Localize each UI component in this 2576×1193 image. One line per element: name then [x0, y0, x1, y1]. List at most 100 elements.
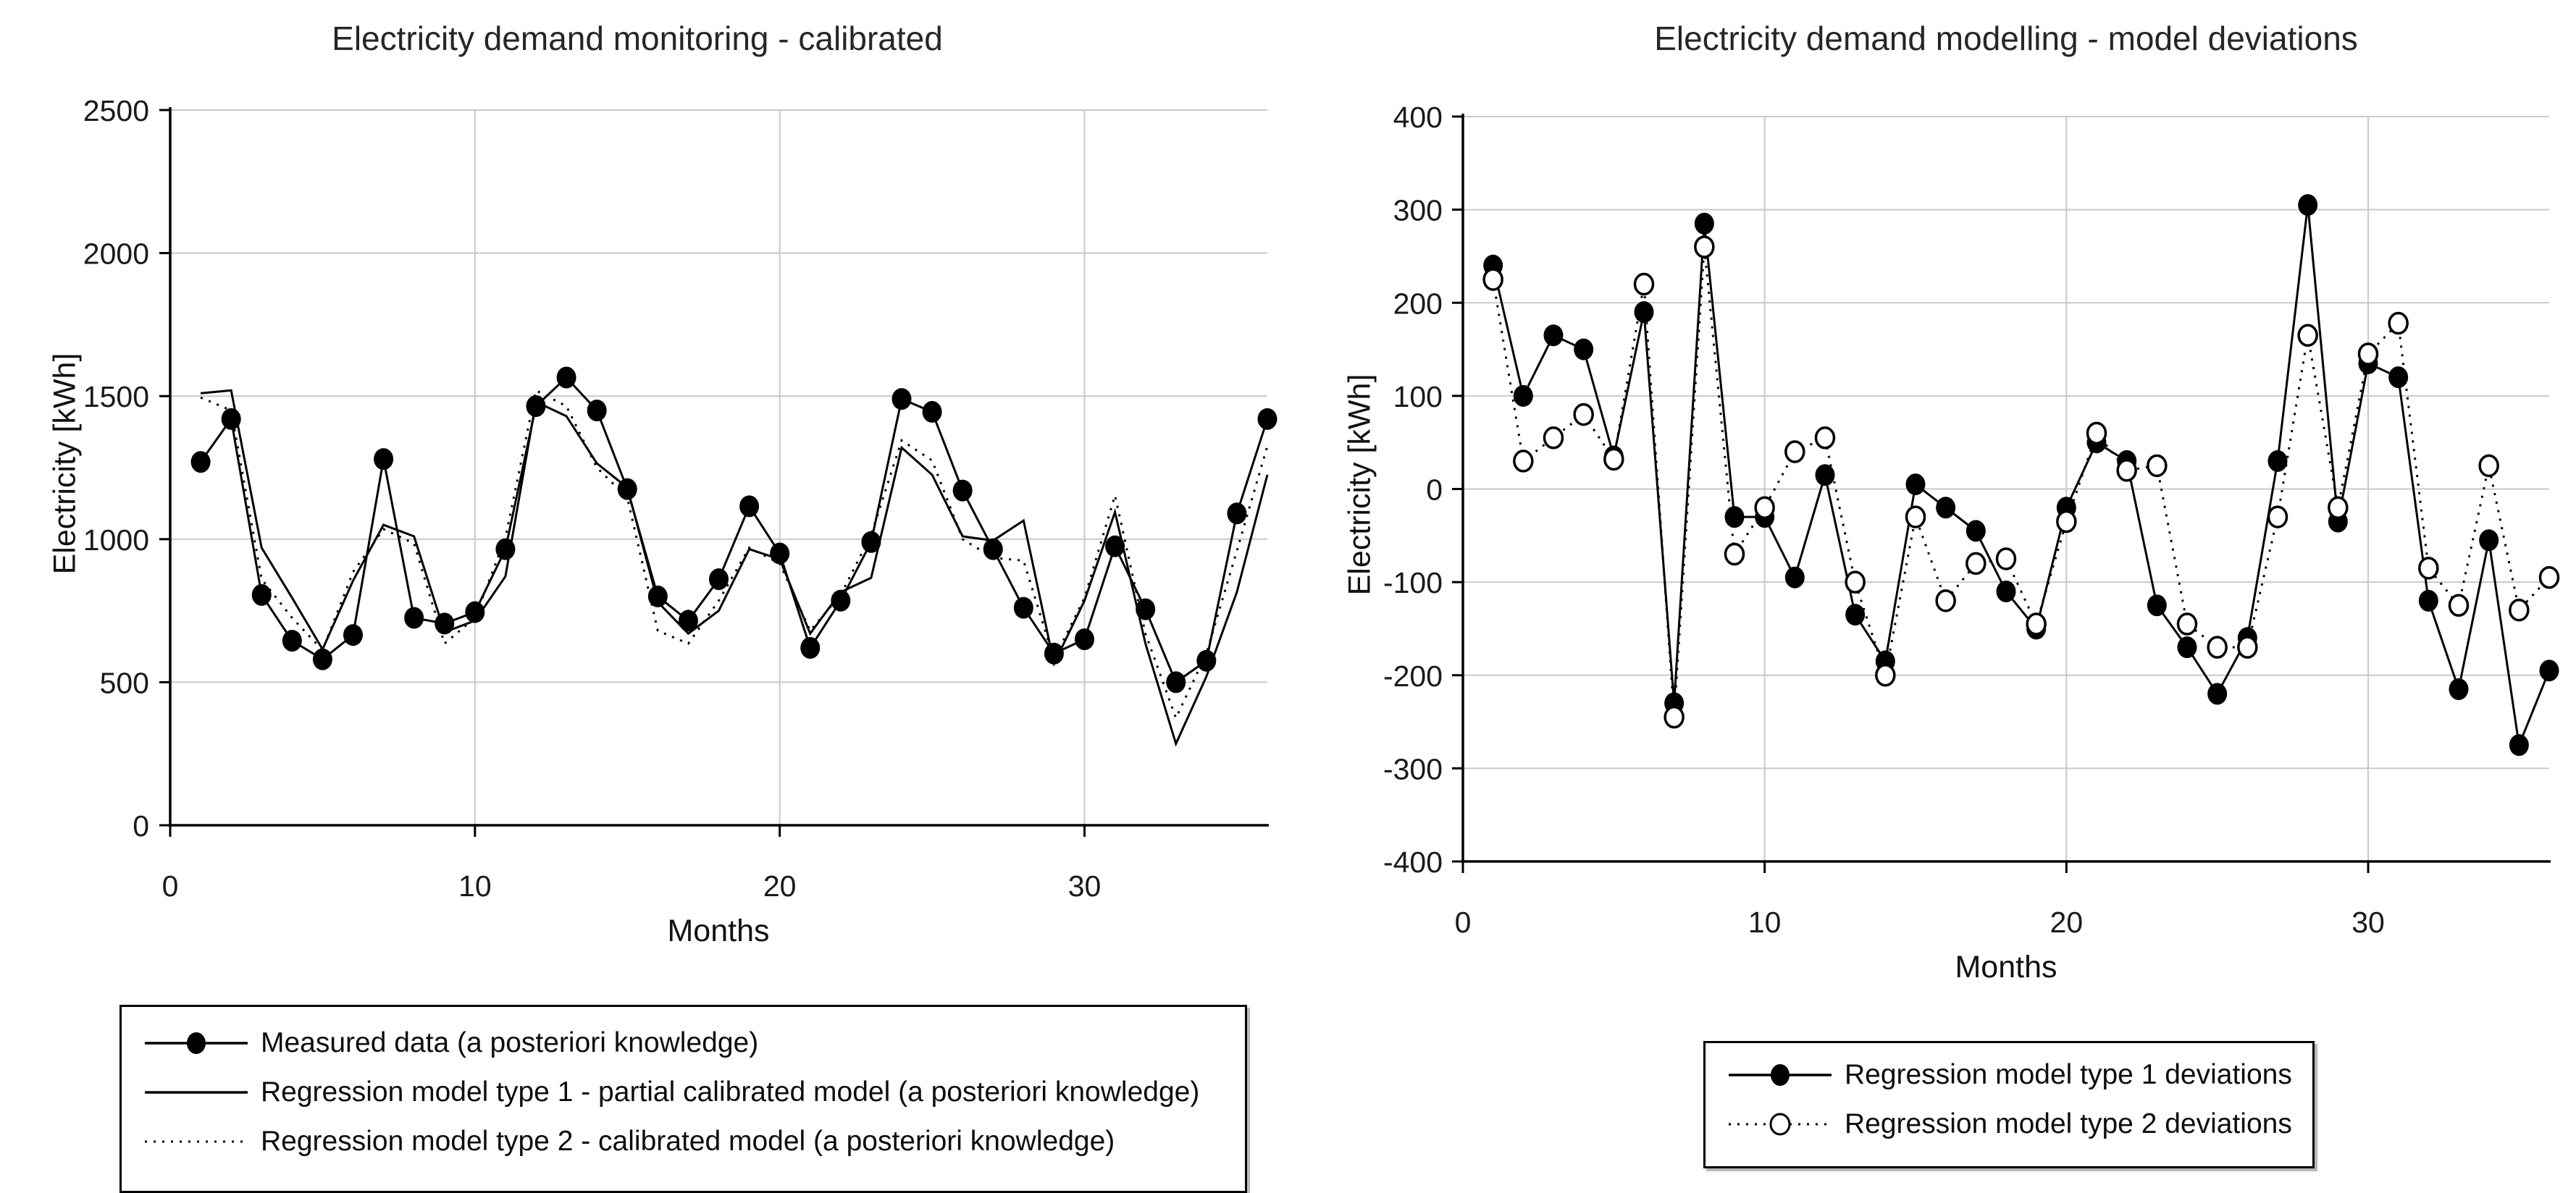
data-point-filled	[221, 408, 241, 430]
data-point-filled	[1936, 497, 1956, 519]
data-point-filled	[556, 366, 576, 389]
data-point-filled	[2539, 659, 2559, 682]
series-line	[199, 376, 1269, 684]
legend-marker-model1-icon	[145, 1091, 248, 1094]
legend-row-dev1: Regression model type 1 deviations	[1706, 1050, 2312, 1100]
data-point-open	[1603, 447, 1624, 471]
data-point-open	[2297, 324, 2318, 347]
y-tick-label: -200	[1383, 659, 1443, 693]
series-line	[200, 389, 1269, 747]
data-point-filled	[1574, 338, 1594, 361]
data-point-open	[2267, 505, 2288, 528]
legend-marker-model2-icon	[145, 1140, 248, 1143]
data-point-filled	[2207, 683, 2228, 705]
y-tick-label: 300	[1393, 194, 1443, 227]
data-point-open	[1513, 450, 1534, 473]
data-point-open	[2357, 342, 2379, 366]
data-point-filled	[1724, 506, 1745, 528]
data-point-filled	[678, 610, 698, 632]
data-point-filled	[2177, 636, 2197, 659]
data-point-open	[1784, 440, 1805, 463]
data-point-filled	[282, 630, 302, 652]
data-point-open	[2026, 612, 2047, 636]
y-tick-label: 100	[1393, 380, 1443, 413]
data-point-filled	[1136, 598, 1156, 620]
data-point-filled	[465, 601, 485, 623]
data-point-open	[1814, 426, 1836, 450]
data-point-open	[1995, 547, 2017, 570]
legend-marker-measured-icon	[145, 1032, 248, 1054]
data-point-open	[1633, 272, 1655, 296]
data-point-filled	[1075, 628, 1094, 651]
data-point-filled	[343, 624, 363, 646]
data-point-open	[2538, 565, 2560, 589]
data-point-filled	[1166, 671, 1186, 694]
y-tick-label: 200	[1393, 287, 1443, 320]
data-point-filled	[190, 451, 211, 473]
data-point-open	[1482, 268, 1503, 291]
right-y-axis-label: Electricity [kWh]	[1342, 374, 1377, 596]
data-point-filled	[1257, 408, 1277, 430]
y-tick-label: 2500	[83, 94, 149, 127]
data-point-open	[2509, 598, 2530, 622]
right-x-axis-label: Months	[1955, 950, 2057, 985]
data-point-open	[2237, 636, 2258, 659]
data-point-filled	[251, 583, 272, 606]
data-point-filled	[861, 531, 881, 553]
x-tick-label: 10	[1748, 906, 1782, 939]
left-legend-box: Measured data (a posteriori knowledge) R…	[119, 1005, 1247, 1193]
y-tick-label: 1000	[83, 523, 149, 557]
data-point-open	[1694, 235, 1715, 258]
left-chart-title: Electricity demand monitoring - calibrat…	[332, 20, 943, 57]
data-point-filled	[312, 648, 332, 670]
legend-label-dev1: Regression model type 1 deviations	[1845, 1059, 2292, 1090]
series-line	[200, 389, 1269, 721]
y-tick-label: 2000	[83, 237, 149, 271]
data-point-filled	[952, 479, 973, 502]
data-point-filled	[1543, 324, 1564, 347]
data-point-filled	[587, 399, 607, 421]
data-point-open	[1935, 589, 1956, 612]
data-point-filled	[770, 542, 790, 565]
y-tick-label: 0	[133, 809, 149, 843]
x-tick-label: 30	[2351, 906, 2385, 939]
legend-label-model2: Regression model type 2 - calibrated mod…	[261, 1126, 1115, 1157]
legend-marker-dev2-icon	[1729, 1113, 1832, 1136]
series-line	[1492, 246, 2551, 717]
data-point-open	[2176, 612, 2198, 636]
data-point-filled	[983, 538, 1003, 560]
data-point-filled	[2147, 594, 2167, 617]
legend-label-model1: Regression model type 1 - partial calibr…	[261, 1076, 1200, 1108]
legend-label-measured: Measured data (a posteriori knowledge)	[261, 1027, 759, 1058]
x-tick-label: 20	[763, 869, 797, 903]
y-tick-label: 1500	[83, 380, 149, 413]
data-point-open	[2207, 636, 2228, 659]
data-point-open	[2116, 459, 2137, 482]
legend-row-model1: Regression model type 1 - partial calibr…	[122, 1068, 1245, 1117]
data-point-open	[2418, 557, 2439, 580]
data-point-open	[1573, 402, 1594, 426]
data-point-filled	[1905, 473, 1926, 496]
data-point-filled	[1196, 649, 1217, 672]
data-point-open	[2388, 311, 2409, 335]
right-legend-box: Regression model type 1 deviations Regre…	[1703, 1041, 2315, 1168]
data-point-filled	[1845, 604, 1866, 626]
data-point-filled	[1227, 502, 1247, 525]
left-x-axis-label: Months	[667, 914, 770, 948]
data-point-filled	[1784, 566, 1805, 589]
data-point-filled	[2267, 450, 2288, 472]
y-tick-label: 0	[1426, 473, 1443, 507]
data-point-open	[2478, 454, 2499, 478]
data-point-filled	[2388, 366, 2409, 389]
data-point-open	[1845, 570, 1866, 594]
data-point-filled	[435, 612, 455, 635]
data-point-filled	[1634, 301, 1654, 324]
y-tick-label: -400	[1383, 846, 1443, 879]
data-point-filled	[1694, 212, 1714, 235]
data-point-filled	[2418, 589, 2438, 612]
x-tick-label: 20	[2050, 906, 2084, 939]
legend-marker-dev1-icon	[1729, 1064, 1832, 1086]
data-point-open	[2448, 594, 2470, 617]
